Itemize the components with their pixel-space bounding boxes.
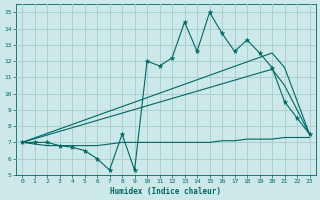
X-axis label: Humidex (Indice chaleur): Humidex (Indice chaleur) (110, 187, 221, 196)
